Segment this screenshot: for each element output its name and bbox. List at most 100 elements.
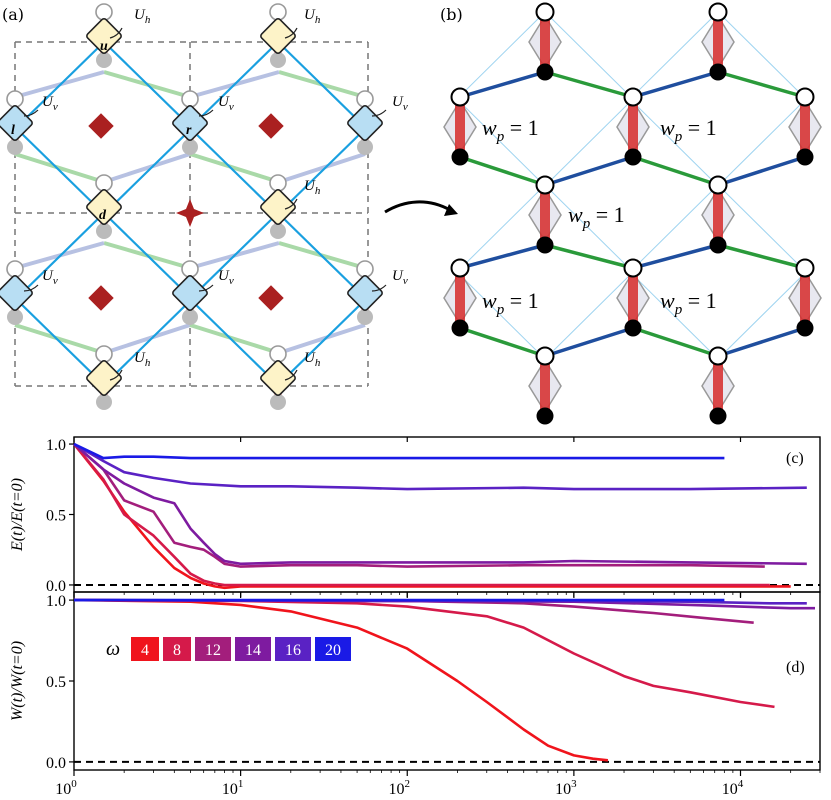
honeycomb-bond <box>544 326 634 358</box>
plaquette-subscript: p <box>496 302 505 318</box>
coupling-pointer <box>371 284 387 292</box>
plaquette-value: = 1 <box>504 288 538 313</box>
coupling-pointer <box>284 198 298 210</box>
vertical-site <box>0 105 33 141</box>
coupling-label: Uv <box>392 94 408 113</box>
plaquette-value: = 1 <box>590 202 624 227</box>
filled-site <box>709 63 727 81</box>
honeycomb-bond <box>632 243 719 270</box>
faint-bond <box>189 323 280 355</box>
plaquette-symbol: w <box>568 202 583 227</box>
coupling-subscript: v <box>403 101 408 113</box>
legend-entry: 20 <box>325 642 341 659</box>
plaquette-value: = 1 <box>682 288 716 313</box>
faint-bond <box>278 152 366 184</box>
legend-entry: 16 <box>285 642 301 659</box>
site-labels: u l r d Uh Uh Uh Uh Uh Uv Uv Uv Uv Uv Uv <box>11 7 408 381</box>
faint-bond <box>103 152 191 184</box>
y-tick-label: 0.0 <box>46 578 66 595</box>
coupling-label: Uh <box>134 7 151 26</box>
series-line-20 <box>73 442 725 460</box>
filled-site <box>96 52 112 68</box>
honeycomb-bond <box>717 70 806 99</box>
honeycomb-bond <box>544 243 634 270</box>
coupling-subscript: h <box>315 185 321 197</box>
x-tick-base: 10 <box>222 781 238 798</box>
plaquette-plot: 0.00.51.0(d)W(t)/W(t=0)100101102103104ti… <box>9 591 821 800</box>
site-bar <box>455 97 465 157</box>
x-tick-label: 103 <box>555 778 577 798</box>
faint-bond <box>103 323 191 355</box>
empty-site <box>95 3 113 21</box>
coupling-subscript: h <box>315 357 321 369</box>
filled-site <box>796 148 814 166</box>
x-tick-exponent: 2 <box>404 778 410 790</box>
horizontal-site <box>260 18 296 54</box>
vertical-site <box>347 105 383 141</box>
series-line-12 <box>73 443 765 568</box>
vertical-site <box>172 275 208 311</box>
site-label-r: r <box>186 123 192 138</box>
lattice-panel-a: (a) u l r d Uh Uh Uh Uh Uh Uv Uv Uv Uv Uv Uv <box>0 3 408 410</box>
x-tick-exponent: 3 <box>571 778 577 790</box>
coupling-pointer <box>109 369 123 381</box>
coupling-pointer <box>198 109 214 117</box>
x-tick-exponent: 0 <box>71 778 77 790</box>
horizontal-site <box>86 189 122 225</box>
plaquette-label: wp = 1 <box>660 288 717 318</box>
coupling-pointer <box>23 284 39 292</box>
honeycomb-bond <box>459 243 546 270</box>
honeycomb-bonds <box>459 70 806 358</box>
filled-site <box>357 309 373 325</box>
site-label-l: l <box>11 123 15 138</box>
plaquette-label: wp = 1 <box>482 115 539 145</box>
empty-site <box>95 174 113 192</box>
plaquette-symbol: w <box>482 288 497 313</box>
filled-site <box>709 236 727 254</box>
empty-site <box>6 260 24 278</box>
honeycomb-bond <box>632 326 719 358</box>
plaquette-label: wp = 1 <box>660 115 717 145</box>
plaquette-marker <box>258 285 284 311</box>
legend-swatch <box>163 637 191 661</box>
energy-plot: 0.0 0.5 1.0 (c) E(t)/E(t=0) <box>9 436 821 598</box>
coupling-pointer <box>23 109 39 117</box>
honeycomb-bond <box>459 70 546 99</box>
coupling-label: Uh <box>304 178 321 197</box>
filled-site <box>624 148 642 166</box>
filled-site <box>270 52 286 68</box>
filled-site <box>709 407 727 425</box>
legend-entry: 12 <box>205 642 221 659</box>
empty-site <box>708 346 728 366</box>
plaquette-value: = 1 <box>682 115 716 140</box>
site-label-u: u <box>100 39 108 54</box>
site-bar <box>713 356 723 416</box>
coupling-label: Uv <box>392 268 408 287</box>
series-line-4 <box>73 598 609 762</box>
filled-site <box>357 139 373 155</box>
filled-site <box>536 63 554 81</box>
x-tick-base: 10 <box>55 781 71 798</box>
legend-entry: 4 <box>141 642 149 659</box>
empty-site <box>535 175 555 195</box>
empty-site <box>356 90 374 108</box>
empty-site <box>269 3 287 21</box>
empty-site <box>535 2 555 22</box>
legend-entry: 8 <box>173 642 181 659</box>
panel-b-label: (b) <box>440 5 463 24</box>
filled-site <box>270 394 286 410</box>
site-bar <box>540 356 550 416</box>
series-line-8 <box>73 598 775 709</box>
y-tick-label: 0.5 <box>46 508 66 525</box>
honeycomb-bond <box>717 326 806 358</box>
coupling-subscript: v <box>53 101 58 113</box>
coupling-label: Uv <box>218 268 234 287</box>
series-line-8 <box>72 443 770 587</box>
x-tick-label: 102 <box>388 778 410 798</box>
legend-title: ω <box>106 638 120 660</box>
plaquette-subscript: p <box>674 302 683 318</box>
legend-swatch <box>275 637 311 661</box>
plaquette-marker <box>258 113 284 139</box>
coupling-label: Uh <box>304 7 321 26</box>
panel-a-label: (a) <box>2 5 24 24</box>
